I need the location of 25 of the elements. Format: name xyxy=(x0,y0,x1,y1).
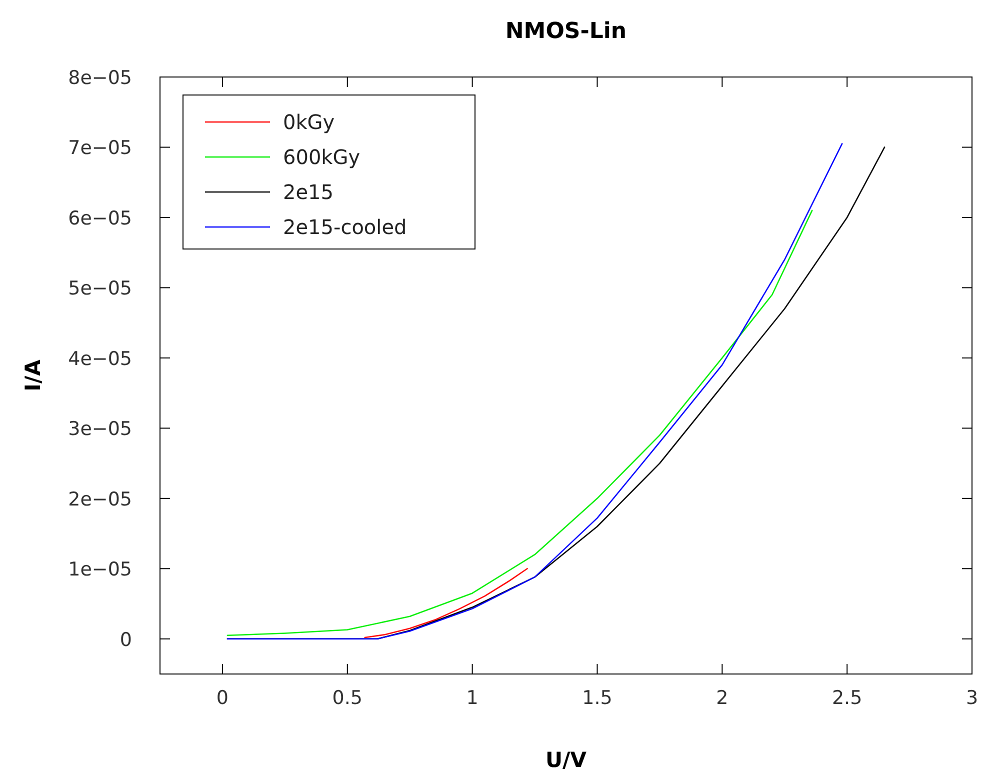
x-tick-label: 0 xyxy=(216,687,229,709)
y-tick-label: 3e−05 xyxy=(68,418,132,440)
y-tick-label: 0 xyxy=(120,628,132,651)
legend-label: 0kGy xyxy=(283,110,335,134)
x-tick-label: 1 xyxy=(466,687,478,709)
x-tick-label: 1.5 xyxy=(582,687,612,709)
x-tick-label: 2 xyxy=(716,687,728,709)
line-series xyxy=(226,210,813,636)
legend-label: 2e15 xyxy=(283,180,334,204)
x-tick-label: 3 xyxy=(966,687,978,709)
y-tick-label: 4e−05 xyxy=(68,348,132,370)
x-tick-label: 0.5 xyxy=(332,687,362,709)
y-tick-label: 5e−05 xyxy=(68,278,132,300)
legend-label: 2e15-cooled xyxy=(283,215,407,239)
x-axis-title: U/V xyxy=(546,748,588,772)
y-axis-title: I/A xyxy=(21,358,45,392)
y-tick-label: 2e−05 xyxy=(68,488,132,510)
line-series xyxy=(364,568,528,638)
legend-label: 600kGy xyxy=(283,145,360,169)
y-tick-label: 7e−05 xyxy=(68,137,132,160)
x-tick-label: 2.5 xyxy=(832,687,862,709)
chart-title: NMOS-Lin xyxy=(505,19,627,44)
y-tick-label: 6e−05 xyxy=(68,207,132,230)
y-tick-label: 8e−05 xyxy=(68,67,132,89)
y-tick-label: 1e−05 xyxy=(68,558,132,581)
